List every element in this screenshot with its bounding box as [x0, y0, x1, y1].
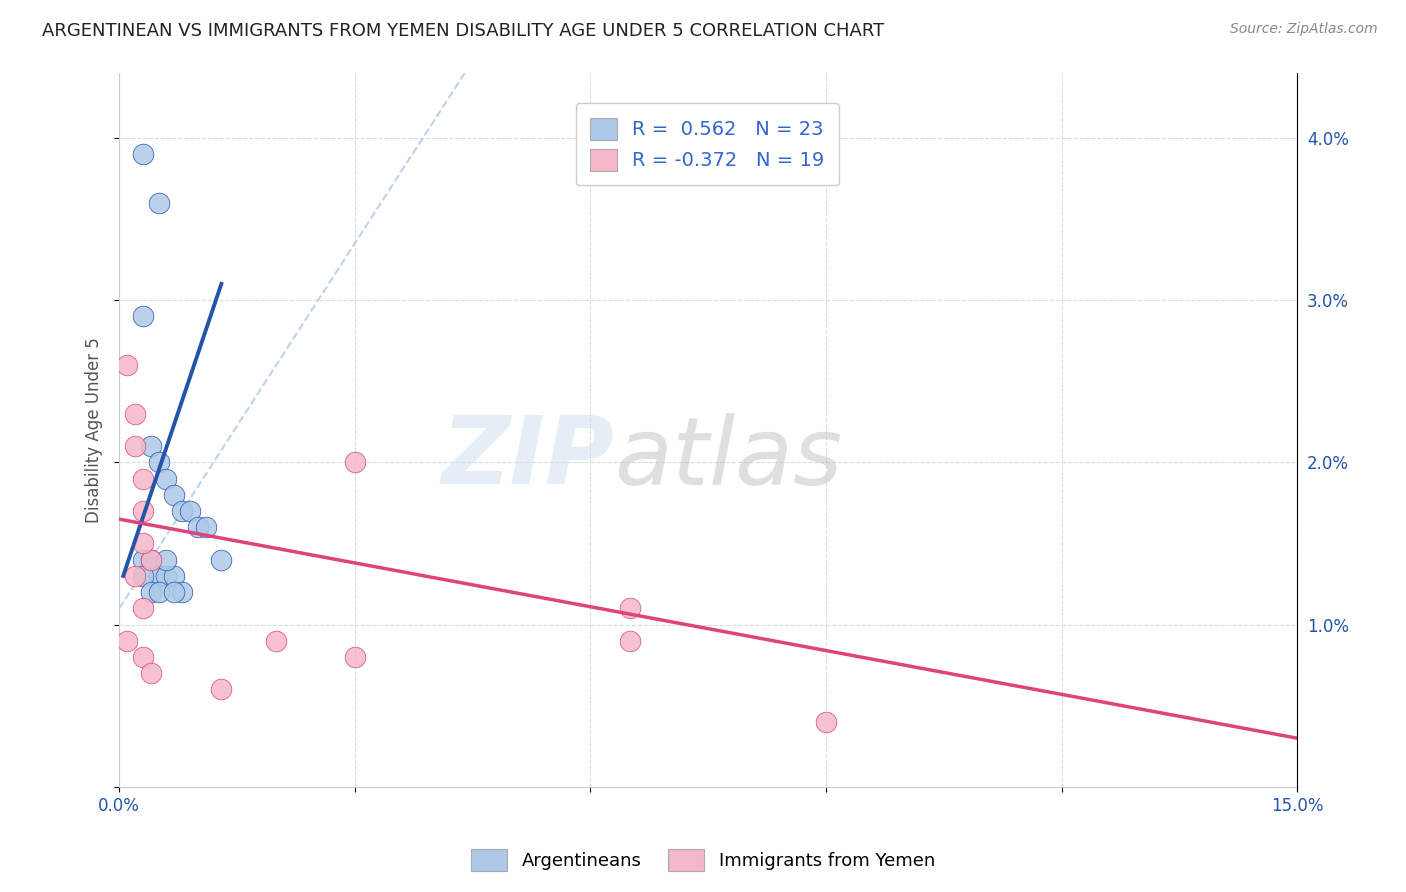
Point — [115, 358, 138, 372]
Point — [132, 650, 155, 665]
Y-axis label: Disability Age Under 5: Disability Age Under 5 — [86, 337, 103, 523]
Point — [194, 520, 217, 534]
Text: ZIP: ZIP — [441, 412, 614, 505]
Point — [172, 504, 194, 518]
Point — [124, 407, 146, 421]
Point — [139, 552, 162, 566]
Point — [148, 569, 170, 583]
Point — [187, 520, 209, 534]
Point — [132, 472, 155, 486]
Point — [132, 504, 155, 518]
Point — [124, 439, 146, 453]
Point — [343, 455, 366, 469]
Point — [155, 552, 177, 566]
Point — [139, 552, 162, 566]
Text: atlas: atlas — [614, 413, 842, 504]
Point — [209, 552, 232, 566]
Point — [139, 439, 162, 453]
Point — [115, 633, 138, 648]
Point — [148, 455, 170, 469]
Text: Source: ZipAtlas.com: Source: ZipAtlas.com — [1230, 22, 1378, 37]
Point — [209, 682, 232, 697]
Point — [619, 633, 641, 648]
Point — [132, 601, 155, 615]
Point — [132, 147, 155, 161]
Text: ARGENTINEAN VS IMMIGRANTS FROM YEMEN DISABILITY AGE UNDER 5 CORRELATION CHART: ARGENTINEAN VS IMMIGRANTS FROM YEMEN DIS… — [42, 22, 884, 40]
Point — [155, 569, 177, 583]
Point — [814, 714, 837, 729]
Legend: R =  0.562   N = 23, R = -0.372   N = 19: R = 0.562 N = 23, R = -0.372 N = 19 — [576, 103, 838, 186]
Point — [155, 472, 177, 486]
Legend: Argentineans, Immigrants from Yemen: Argentineans, Immigrants from Yemen — [464, 842, 942, 879]
Point — [139, 666, 162, 681]
Point — [619, 601, 641, 615]
Point — [172, 585, 194, 599]
Point — [139, 585, 162, 599]
Point — [163, 585, 186, 599]
Point — [124, 569, 146, 583]
Point — [343, 650, 366, 665]
Point — [148, 585, 170, 599]
Point — [266, 633, 288, 648]
Point — [163, 569, 186, 583]
Point — [132, 310, 155, 324]
Point — [179, 504, 201, 518]
Point — [132, 552, 155, 566]
Point — [148, 195, 170, 210]
Point — [132, 569, 155, 583]
Point — [163, 488, 186, 502]
Point — [132, 536, 155, 550]
